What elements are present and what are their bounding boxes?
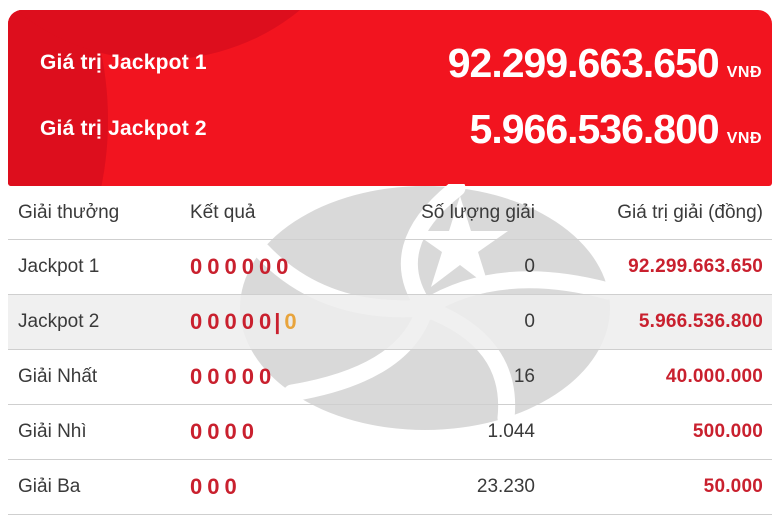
result-balls: 000000 [190,254,375,280]
prize-name: Jackpot 1 [18,256,100,277]
result-separator: | [274,309,281,334]
jackpot2-value-group: 5.966.536.800 VNĐ [470,106,762,153]
prize-name: Giải Nhất [18,366,98,387]
prize-table-row: Giải Nhì 0000 1.044 500.000 [8,405,772,460]
prize-count: 0 [524,256,535,277]
jackpot1-banner-row: Giá trị Jackpot 1 92.299.663.650 VNĐ [8,30,772,96]
jackpot2-label: Giá trị Jackpot 2 [40,117,207,140]
prize-value: 40.000.000 [665,366,763,387]
column-header-prize: Giải thưởng [18,201,120,223]
jackpot1-value-group: 92.299.663.650 VNĐ [448,40,762,87]
prize-value: 50.000 [703,476,763,497]
result-main-numbers: 00000 [190,309,277,334]
jackpot2-banner-row: Giá trị Jackpot 2 5.966.536.800 VNĐ [8,96,772,162]
result-main-numbers: 00000 [190,364,277,389]
prize-value: 5.966.536.800 [638,311,763,332]
prize-table-header: Giải thưởng Kết quả Số lượng giải Giá tr… [8,186,772,240]
column-header-count: Số lượng giải [421,201,535,223]
result-balls: 0000 [190,419,375,445]
jackpot1-amount: 92.299.663.650 [447,39,720,86]
jackpot-banner: Giá trị Jackpot 1 92.299.663.650 VNĐ Giá… [8,10,772,186]
prize-table-row: Giải Nhất 00000 16 40.000.000 [8,350,772,405]
result-main-numbers: 000000 [190,254,294,279]
prize-table-row: Jackpot 1 000000 0 92.299.663.650 [8,240,772,295]
prize-name: Giải Ba [18,476,81,497]
jackpot2-currency: VNĐ [726,129,762,147]
column-header-result: Kết quả [190,201,256,223]
prize-table-body: Jackpot 1 000000 0 92.299.663.650 Jackpo… [8,240,772,515]
prize-value: 500.000 [692,421,763,442]
result-balls: 000 [190,474,375,500]
prize-table-row: Jackpot 2 00000| 0 0 5.966.536.800 [8,295,772,350]
column-header-value: Giá trị giải (đồng) [617,201,763,223]
prize-count: 1.044 [487,421,535,442]
result-bonus-number: 0 [284,309,302,334]
result-main-numbers: 000 [190,474,242,499]
result-balls: 00000| 0 [190,309,375,335]
prize-count: 16 [513,366,535,387]
prize-name: Jackpot 2 [18,311,100,332]
jackpot2-amount: 5.966.536.800 [469,105,720,152]
result-main-numbers: 0000 [190,419,259,444]
jackpot1-label: Giá trị Jackpot 1 [40,51,207,74]
prize-name: Giải Nhì [18,421,87,442]
prize-table: Giải thưởng Kết quả Số lượng giải Giá tr… [8,186,772,515]
prize-count: 23.230 [476,476,535,497]
jackpot1-currency: VNĐ [726,63,762,81]
prize-table-row: Giải Ba 000 23.230 50.000 [8,460,772,515]
prize-value: 92.299.663.650 [628,256,763,277]
result-balls: 00000 [190,364,375,390]
prize-count: 0 [524,311,535,332]
